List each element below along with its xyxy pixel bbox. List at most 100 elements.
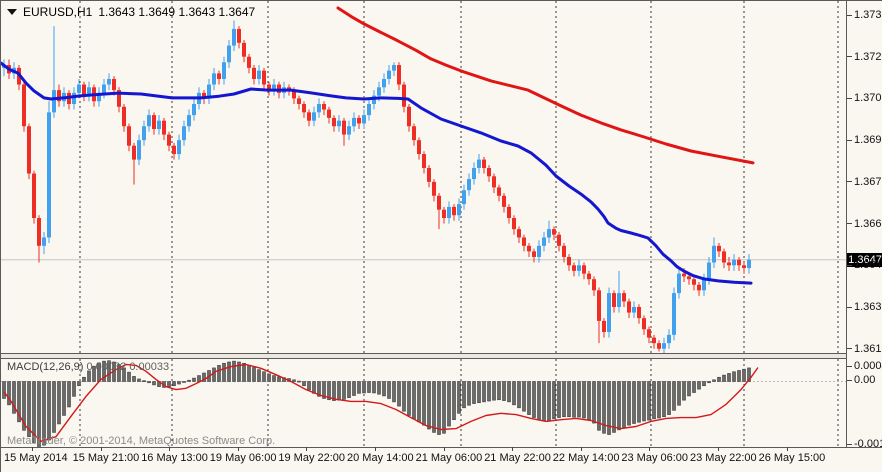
- macd-histogram-bar: [292, 379, 296, 382]
- macd-histogram-bar: [572, 381, 576, 418]
- macd-histogram-bar: [307, 381, 311, 391]
- macd-histogram-bar: [552, 381, 556, 420]
- bull-candle: [367, 103, 371, 116]
- bull-candle: [227, 45, 231, 63]
- bull-candle: [97, 92, 101, 102]
- bear-candle: [562, 245, 566, 257]
- bear-candle: [482, 159, 486, 168]
- macd-histogram-bar: [532, 381, 536, 418]
- bull-candle: [347, 126, 351, 135]
- bear-candle: [132, 145, 136, 160]
- bear-candle: [492, 176, 496, 188]
- macd-histogram-bar: [192, 377, 196, 382]
- bear-candle: [622, 293, 626, 302]
- bear-candle: [557, 234, 561, 246]
- macd-histogram-bar: [512, 381, 516, 406]
- macd-main-value: 0.00032: [86, 361, 127, 373]
- bull-candle: [212, 73, 216, 85]
- macd-histogram-bar: [452, 381, 456, 420]
- macd-histogram-bar: [382, 381, 386, 397]
- price-axis[interactable]: 1.3647 1.3735 1.3720 1.3705 1.3690 1.3675 1.3…: [847, 1, 882, 450]
- macd-histogram-bar: [277, 376, 281, 382]
- macd-histogram-bar: [227, 361, 231, 382]
- macd-histogram-bar: [347, 381, 351, 398]
- macd-histogram-bar: [337, 381, 341, 401]
- time-axis-divider: [1, 447, 882, 448]
- bear-candle: [217, 73, 221, 79]
- bear-candle: [167, 134, 171, 146]
- ma-slow-red-line: [336, 6, 755, 165]
- bull-candle: [177, 140, 181, 155]
- macd-indicator-label: MACD(12,26,9) 0.00032 0.00033: [7, 361, 170, 373]
- macd-histogram-bar: [442, 381, 446, 434]
- price-chart-canvas[interactable]: [1, 1, 847, 354]
- bull-candle: [272, 84, 276, 91]
- bear-candle: [572, 265, 576, 271]
- bear-candle: [292, 90, 296, 99]
- macd-histogram-bar: [197, 375, 201, 382]
- bear-candle: [402, 84, 406, 107]
- macd-histogram-bar: [622, 381, 626, 428]
- bear-candle: [592, 279, 596, 291]
- bull-candle: [232, 28, 236, 46]
- macd-axis-label: -0.00156: [854, 438, 882, 450]
- time-axis-tick: [649, 447, 651, 451]
- macd-histogram-bar: [257, 369, 261, 382]
- bear-candle: [697, 284, 701, 291]
- macd-histogram-bar: [87, 370, 91, 382]
- bear-candle: [162, 120, 166, 135]
- macd-histogram-bar: [222, 362, 226, 382]
- bear-candle: [657, 343, 661, 349]
- macd-indicator-panel[interactable]: [1, 358, 847, 447]
- macd-histogram-bar: [472, 381, 476, 404]
- bear-candle: [522, 237, 526, 246]
- macd-histogram-bar: [22, 381, 26, 431]
- macd-histogram-bar: [672, 381, 676, 411]
- macd-histogram-bar: [577, 381, 581, 418]
- bull-candle: [337, 120, 341, 127]
- bull-candle: [632, 307, 636, 313]
- price-chart-panel[interactable]: [1, 1, 847, 354]
- macd-histogram-bar: [447, 381, 451, 427]
- macd-histogram-bar: [722, 374, 726, 382]
- macd-histogram-bar: [62, 381, 66, 416]
- macd-histogram-bar: [427, 381, 431, 430]
- macd-histogram-bar: [47, 381, 51, 441]
- macd-signal-line: [3, 363, 759, 443]
- time-axis-label: 19 May 06:00: [209, 452, 277, 464]
- bear-candle: [437, 195, 441, 210]
- bear-candle: [112, 78, 116, 91]
- bull-candle: [387, 70, 391, 79]
- macd-histogram-bar: [502, 381, 506, 401]
- bull-candle: [677, 273, 681, 294]
- macd-canvas[interactable]: [1, 359, 847, 447]
- macd-histogram-bar: [142, 380, 146, 382]
- macd-histogram-bar: [37, 381, 41, 447]
- macd-histogram-bar: [52, 381, 56, 433]
- bear-candle: [582, 265, 586, 274]
- macd-histogram-bar: [242, 362, 246, 382]
- bull-candle: [362, 115, 366, 124]
- bear-candle: [497, 187, 501, 196]
- macd-histogram-bar: [147, 381, 151, 384]
- macd-histogram-bar: [122, 367, 126, 382]
- bear-candle: [512, 218, 516, 230]
- macd-histogram-bar: [317, 381, 321, 397]
- macd-histogram-bar: [562, 381, 566, 418]
- macd-histogram-bar: [687, 381, 691, 397]
- time-axis[interactable]: 15 May 2014 15 May 21:00 16 May 13:00 19 Ma…: [1, 447, 847, 472]
- quick-trade-triangle-icon[interactable]: [7, 9, 17, 15]
- macd-histogram-bar: [387, 381, 391, 399]
- panel-separator[interactable]: [1, 354, 847, 358]
- macd-histogram-bar: [57, 381, 61, 425]
- time-axis-label: 21 May 06:00: [415, 452, 483, 464]
- bull-candle: [312, 112, 316, 121]
- bull-candle: [77, 84, 81, 93]
- bull-candle: [747, 259, 751, 269]
- macd-histogram-bar: [272, 375, 276, 382]
- time-axis-tick: [169, 447, 171, 451]
- macd-histogram-bar: [557, 381, 561, 418]
- bull-candle: [142, 126, 146, 141]
- price-axis-tick: [847, 223, 852, 224]
- bull-candle: [187, 115, 191, 127]
